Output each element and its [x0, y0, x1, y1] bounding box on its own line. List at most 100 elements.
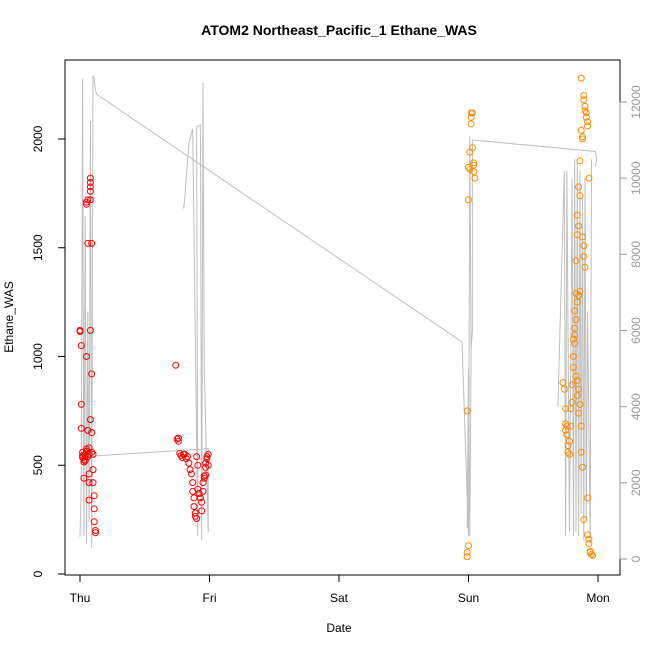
data-point-s0-50: [174, 437, 182, 445]
data-point-s0-35: [88, 370, 96, 378]
secondary-series-line-2: [466, 349, 472, 537]
data-point-s0-16: [83, 353, 90, 360]
data-point-s1-61: [576, 287, 584, 295]
data-point-s0-78: [200, 472, 208, 480]
data-point-s1-9: [467, 113, 475, 121]
data-point-s0-29: [86, 187, 94, 195]
y-tick-label: 2000: [31, 125, 45, 152]
data-point-s0-26: [85, 479, 93, 487]
data-point-s0-68: [193, 453, 201, 461]
data-point-s1-1: [463, 553, 471, 561]
data-point-s0-57: [184, 453, 191, 461]
data-point-s0-28: [86, 196, 94, 204]
data-point-s0-67: [193, 515, 201, 522]
data-point-s0-37: [88, 429, 96, 437]
data-point-s1-55: [584, 122, 592, 130]
data-point-s1-28: [567, 422, 575, 430]
data-point-s1-70: [575, 385, 583, 393]
data-point-s1-63: [573, 298, 581, 306]
data-point-s0-64: [190, 503, 198, 511]
data-point-s0-84: [204, 450, 212, 458]
data-point-s1-45: [577, 126, 585, 134]
data-point-s0-19: [84, 196, 92, 204]
data-point-s0-69: [194, 461, 202, 469]
data-point-s0-49: [174, 434, 182, 442]
data-point-s0-32: [86, 174, 94, 182]
data-point-s1-53: [582, 113, 590, 121]
data-point-s0-42: [90, 492, 98, 500]
data-point-s0-76: [199, 479, 207, 487]
data-point-s0-3: [77, 400, 85, 408]
y2-tick-label: 2000: [629, 469, 643, 496]
data-point-s1-27: [566, 437, 573, 445]
x-tick-label: Thu: [70, 591, 91, 605]
data-point-s1-56: [585, 174, 593, 182]
data-point-s1-46: [579, 133, 586, 141]
y2-axis: 0 2000 4000 6000 8000 10000 12000: [619, 85, 643, 562]
y2-tick-label: 0: [629, 555, 643, 562]
data-point-s1-85: [586, 548, 594, 556]
data-point-s1-57: [579, 233, 586, 241]
data-point-s1-79: [584, 531, 592, 539]
y-axis: 0 500 1000 1500 2000: [31, 125, 66, 577]
x-axis: Thu Fri Sat Sun Mon: [70, 574, 610, 605]
data-point-s0-33: [86, 326, 94, 334]
data-point-s1-34: [571, 324, 579, 332]
data-point-s1-42: [576, 192, 584, 200]
data-point-s1-48: [580, 96, 588, 104]
data-point-s1-75: [577, 448, 585, 456]
data-point-s0-39: [89, 450, 97, 458]
data-point-s0-77: [200, 474, 208, 482]
data-point-s1-0: [463, 407, 471, 415]
y2-tick-label: 12000: [629, 85, 643, 119]
y-tick-label: 1000: [31, 343, 45, 370]
data-points: [76, 74, 597, 561]
y-tick-label: 0: [31, 570, 45, 577]
data-point-s1-29: [567, 405, 575, 413]
data-point-s1-33: [569, 335, 577, 343]
data-point-s0-36: [88, 239, 96, 247]
data-point-s0-61: [189, 479, 197, 487]
data-point-s1-17: [559, 379, 567, 387]
data-point-s1-76: [579, 463, 586, 471]
data-point-s1-54: [584, 118, 592, 126]
data-point-s0-74: [198, 507, 206, 515]
data-point-s1-40: [575, 222, 583, 230]
data-point-s0-2: [77, 342, 85, 350]
data-point-s0-30: [86, 183, 94, 191]
data-point-s1-11: [468, 109, 476, 117]
secondary-series-line-1: [90, 82, 209, 541]
data-point-s1-78: [584, 494, 592, 502]
data-point-s1-8: [467, 120, 475, 128]
data-point-s0-21: [84, 426, 92, 434]
data-point-s1-6: [466, 165, 474, 173]
data-point-s0-72: [196, 494, 204, 502]
data-point-s0-82: [203, 455, 211, 463]
data-point-s1-22: [563, 422, 571, 430]
data-point-s0-44: [90, 518, 98, 526]
chart-title: ATOM2 Northeast_Pacific_1 Ethane_WAS: [201, 22, 477, 38]
data-point-s0-45: [92, 527, 99, 534]
data-point-s0-27: [85, 496, 93, 504]
data-point-s1-44: [577, 74, 585, 82]
data-point-s0-60: [187, 470, 195, 478]
data-point-s1-2: [463, 548, 471, 556]
data-point-s1-52: [582, 109, 590, 117]
data-point-s1-74: [577, 422, 585, 430]
data-point-s1-69: [573, 376, 581, 384]
data-point-s1-12: [468, 144, 476, 152]
data-point-s0-41: [89, 479, 97, 487]
data-point-s0-79: [202, 471, 210, 479]
x-tick-label: Fri: [203, 591, 217, 605]
data-point-s1-73: [575, 409, 583, 417]
data-point-s0-31: [86, 179, 94, 186]
data-point-s0-25: [85, 470, 93, 478]
x-tick-label: Mon: [586, 591, 609, 605]
data-point-s0-17: [83, 200, 90, 208]
data-point-s0-10: [80, 474, 88, 482]
data-point-s1-81: [585, 540, 593, 547]
data-point-s1-4: [465, 196, 472, 204]
data-point-s1-37: [572, 257, 580, 265]
data-point-s0-47: [172, 361, 180, 369]
data-point-s1-3: [465, 542, 472, 550]
